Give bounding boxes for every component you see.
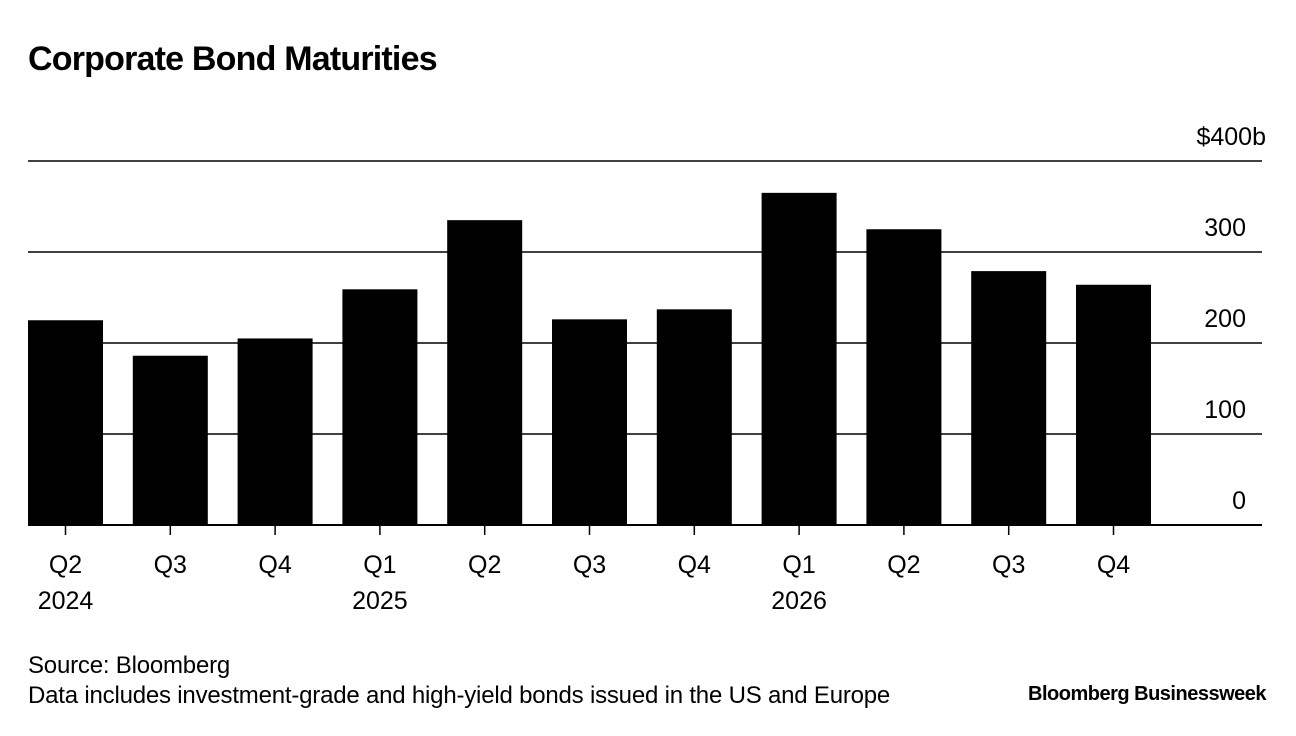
bar-q3-1 [132, 355, 208, 525]
gridlines [28, 160, 1262, 435]
bar-q2-8 [866, 229, 942, 525]
source-note: Source: Bloomberg [28, 652, 231, 679]
x-year-label: 2024 [38, 587, 94, 615]
x-tick-label: Q3 [992, 551, 1025, 579]
data-note: Data includes investment-grade and high-… [28, 682, 891, 709]
bar-q3-9 [971, 271, 1047, 525]
x-tick-label: Q2 [468, 551, 501, 579]
y-tick-label: 0 [1232, 487, 1246, 515]
x-tick-label: Q3 [573, 551, 606, 579]
y-tick-label: 200 [1204, 305, 1246, 333]
bar-q1-7 [761, 192, 837, 525]
x-tick-label: Q4 [678, 551, 711, 579]
x-tick-label: Q4 [1097, 551, 1130, 579]
x-tick-label: Q3 [154, 551, 187, 579]
chart-title: Corporate Bond Maturities [28, 40, 438, 78]
y-tick-label: $400b [1196, 123, 1266, 151]
x-tick-label: Q1 [782, 551, 815, 579]
brand-logo: Bloomberg Businessweek [1028, 683, 1266, 705]
axis-labels: 0 100 200 300 $400b Q2 2024 Q3 Q4 Q1 2025 Q2 Q3 Q4 Q1 2… [38, 123, 1266, 615]
bar-q4-6 [656, 309, 732, 525]
x-tick-label: Q4 [258, 551, 291, 579]
bar-q3-5 [552, 319, 627, 525]
x-year-label: 2026 [771, 587, 827, 615]
y-tick-label: 300 [1204, 214, 1246, 242]
bar-q2-4 [447, 220, 523, 525]
axes [28, 524, 1262, 535]
bar-q4-10 [1076, 284, 1151, 525]
y-tick-label: 100 [1204, 396, 1246, 424]
bar-chart: 0 100 200 300 $400b Q2 2024 Q3 Q4 Q1 2025 Q2 Q3 Q4 Q1 2… [28, 123, 1266, 615]
x-tick-label: Q2 [49, 551, 82, 579]
bar-q4-2 [237, 338, 313, 525]
bar-q1-3 [342, 289, 418, 525]
x-tick-label: Q2 [887, 551, 920, 579]
bars [28, 192, 1151, 525]
x-year-label: 2025 [352, 587, 408, 615]
bar-q2-0 [28, 320, 103, 525]
x-tick-label: Q1 [363, 551, 396, 579]
